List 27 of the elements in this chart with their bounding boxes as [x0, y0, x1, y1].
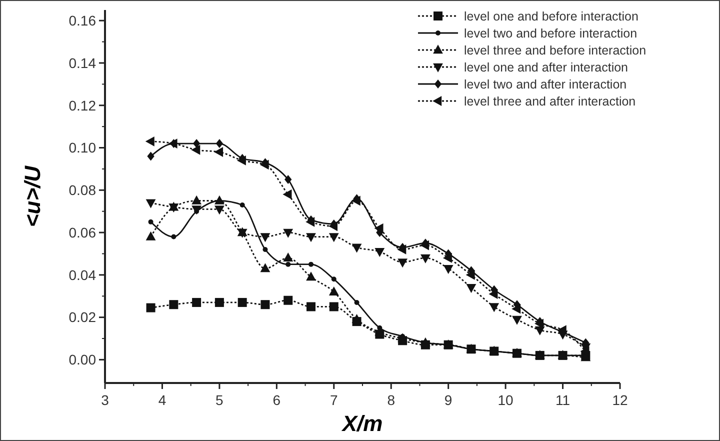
legend-label: level one and after interaction: [464, 60, 628, 74]
y-tick-label: 0.12: [68, 97, 96, 114]
y-tick-label: 0.02: [68, 309, 96, 326]
x-axis-title: X/m: [340, 411, 383, 436]
y-tick-label: 0.04: [68, 266, 96, 283]
x-tick-label: 6: [272, 392, 281, 408]
x-tick-label: 5: [216, 392, 224, 408]
y-tick-label: 0.08: [68, 182, 96, 198]
legend-label: level one and before interaction: [464, 9, 638, 24]
y-tick-label: 0.06: [68, 224, 96, 240]
x-tick-label: 11: [556, 392, 570, 408]
x-tick-label: 4: [158, 392, 166, 408]
legend-label: level two and before interaction: [464, 26, 638, 40]
y-tick-label: 0.10: [68, 140, 96, 156]
y-tick-label: 0.16: [68, 12, 96, 28]
x-tick-label: 3: [101, 392, 110, 408]
legend-label: level three and after interaction: [464, 94, 636, 108]
x-tick-label: 10: [498, 392, 514, 408]
y-axis-title: <u>/U: [20, 164, 45, 228]
x-tick-label: 7: [330, 392, 338, 408]
y-tick-label: 0.00: [68, 352, 96, 368]
x-tick-label: 9: [444, 392, 452, 408]
legend-label: level two and after interaction: [464, 77, 627, 92]
x-tick-label: 8: [387, 392, 396, 408]
x-tick-label: 12: [612, 392, 628, 408]
y-tick-label: 0.14: [68, 54, 96, 71]
legend-label: level three and before interaction: [464, 43, 646, 58]
